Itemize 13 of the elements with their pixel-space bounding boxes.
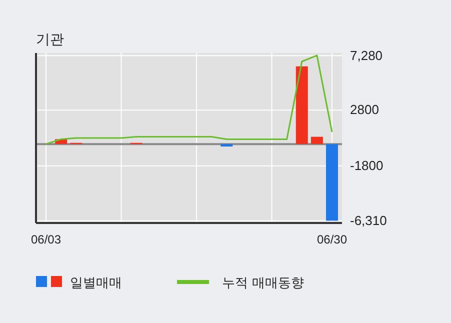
y-tick-label: 7,280 [350,48,383,63]
y-tick-label: -1800 [350,158,384,174]
legend-label: 누적 매매동향 [222,276,304,291]
y-tick-label: 2800 [350,102,379,118]
x-tick-label: 06/03 [30,232,62,247]
line-series [45,54,333,145]
bar [296,66,308,144]
legend-label: 일별매매 [70,276,122,291]
chart-title: 기관 [36,32,64,48]
y-tick-label: -6,310 [350,212,387,228]
bar [326,144,338,221]
x-tick-label: 06/30 [316,232,348,247]
bar [310,136,323,144]
